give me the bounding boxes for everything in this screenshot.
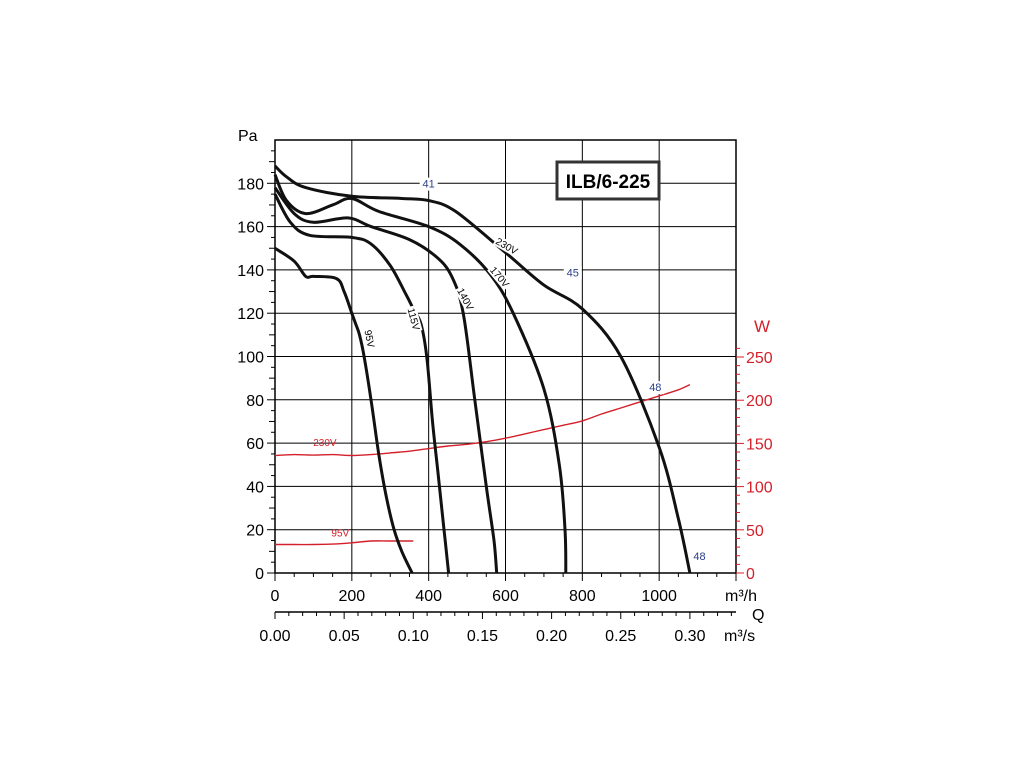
pressure-curve-95v [274, 247, 414, 574]
curve-label-bg [492, 234, 521, 258]
curve-label: 115V [405, 307, 422, 332]
grid [275, 139, 736, 573]
pressure-curve-170v [273, 174, 568, 574]
y-tick-label: 180 [237, 176, 264, 193]
curve-label: 95V [361, 329, 376, 349]
power-curves [274, 383, 691, 546]
y-tick-label: 0 [255, 566, 264, 583]
y-tick-label: 40 [246, 479, 264, 496]
curve-label-bg [454, 284, 477, 314]
y-tick-label: 120 [237, 306, 264, 323]
x2-tick-label: 0.20 [536, 628, 567, 645]
annotations: 41 45 48 48 [419, 177, 709, 564]
curve-label-group: 140V [454, 284, 477, 314]
y-tick-label: 80 [246, 393, 264, 410]
x-axis-unit-label: m³/h [725, 588, 757, 605]
power-curve-label: 95V [331, 529, 349, 540]
x2-tick-label: 0.25 [605, 628, 636, 645]
x-tick-label: 400 [415, 588, 442, 605]
x2-tick-label: 0.00 [259, 628, 290, 645]
x-tick-label: 1000 [641, 588, 677, 605]
pressure-curve-115v [273, 193, 451, 574]
annotation-bg [646, 381, 665, 395]
power-tick-label: 100 [746, 480, 773, 497]
power-tick-label: 50 [746, 523, 764, 540]
pressure-curve-230v [273, 164, 692, 574]
curve-label: 140V [454, 287, 475, 313]
power-axis-ticks: 0 50 100 150 200 250 [746, 350, 773, 583]
curve-label-group: 95V [361, 324, 378, 353]
y-tick-label: 160 [237, 220, 264, 237]
curve-label-bg [361, 324, 378, 353]
x2-axis-ticks: 0.00 0.05 0.10 0.15 0.20 0.25 0.30 [259, 628, 705, 645]
power-curve-label: 230V [313, 438, 337, 449]
y-tick-label: 20 [246, 523, 264, 540]
minor-ticks [267, 150, 744, 619]
power-tick-label: 150 [746, 436, 773, 453]
annotation-label: 48 [693, 551, 705, 563]
y-axis-ticks: 0 20 40 60 80 100 120 140 160 180 [237, 176, 264, 583]
chart-title: ILB/6-225 [566, 172, 651, 193]
annotation-label: 45 [567, 267, 579, 279]
pressure-curves [273, 164, 692, 574]
annotation-bg [690, 550, 709, 564]
x-tick-label: 0 [271, 588, 280, 605]
x2-tick-label: 0.10 [398, 628, 429, 645]
y-axis-label: Pa [238, 128, 258, 145]
y-tick-label: 140 [237, 263, 264, 280]
x-axis-ticks: 0 200 400 600 800 1000 [271, 588, 678, 605]
power-curve-230v [274, 383, 691, 457]
x2-axis-unit-label: m³/s [724, 628, 755, 645]
power-tick-label: 250 [746, 350, 773, 367]
y-tick-label: 100 [237, 350, 264, 367]
power-tick-label: 200 [746, 393, 773, 410]
power-tick-label: 0 [746, 566, 755, 583]
x-tick-label: 600 [492, 588, 519, 605]
curve-label-bg [487, 263, 513, 291]
x-tick-label: 200 [338, 588, 365, 605]
annotation-bg [419, 177, 438, 191]
power-curve-95v [275, 540, 414, 546]
annotation-label: 41 [423, 179, 435, 191]
x2-tick-label: 0.05 [329, 628, 360, 645]
q-label: Q [752, 607, 764, 624]
power-axis-label: W [754, 317, 770, 336]
y-tick-label: 60 [246, 436, 264, 453]
pressure-curve-140v [273, 186, 499, 574]
x2-tick-label: 0.15 [467, 628, 498, 645]
x-tick-label: 800 [569, 588, 596, 605]
x2-tick-label: 0.30 [674, 628, 705, 645]
annotation-label: 48 [649, 382, 661, 394]
title-box: ILB/6-225 [555, 160, 661, 201]
curve-label-bg [405, 305, 423, 334]
annotation-bg [563, 266, 582, 280]
